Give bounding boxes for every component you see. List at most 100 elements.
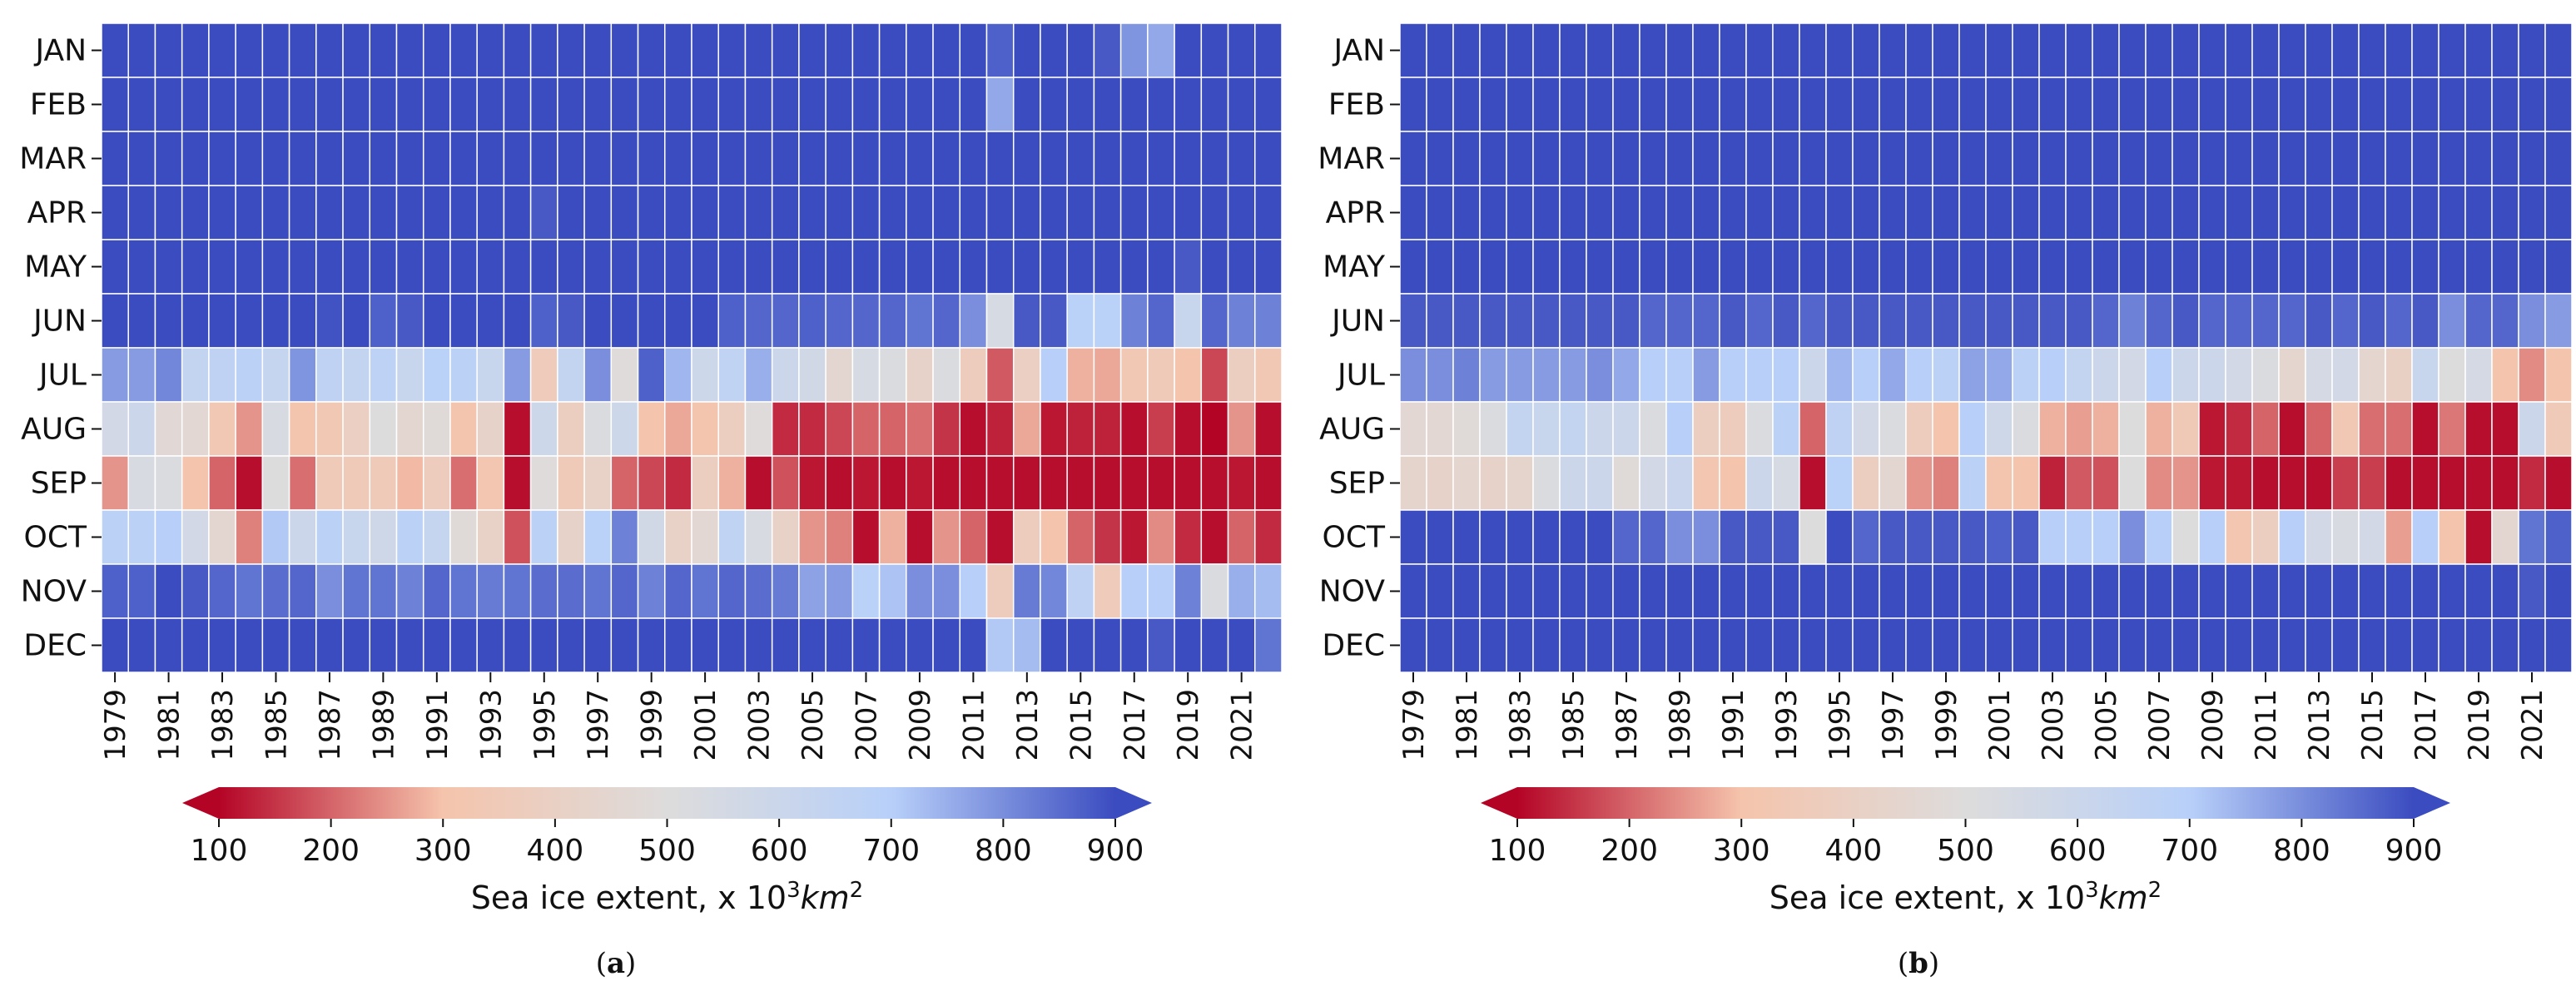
heatmap-cell: [2278, 239, 2306, 295]
heatmap-cell: [959, 509, 988, 565]
heatmap-cell: [2331, 185, 2360, 240]
heatmap-cell: [1227, 401, 1256, 457]
heatmap-cell: [395, 293, 424, 349]
heatmap-cell: [1905, 77, 1933, 132]
heatmap-cell: [1452, 293, 1481, 349]
heatmap-cell: [1532, 347, 1561, 403]
heatmap-cell: [1506, 185, 1534, 240]
heatmap-cell: [154, 185, 183, 240]
year-tick-label: 1991: [1717, 689, 1750, 761]
heatmap-cell: [1852, 239, 1880, 295]
heatmap-cell: [878, 185, 907, 240]
heatmap-cell: [1772, 22, 1800, 78]
heatmap-cell: [476, 401, 505, 457]
heatmap-cell: [1612, 563, 1640, 619]
heatmap-cell: [315, 239, 344, 295]
heatmap-cell: [2278, 131, 2306, 186]
year-tick-label: 2003: [743, 689, 777, 761]
heatmap-cell: [932, 77, 961, 132]
heatmap-cell: [2544, 617, 2573, 673]
heatmap-cell: [395, 509, 424, 565]
heatmap-cell: [476, 347, 505, 403]
heatmap-cell: [825, 347, 854, 403]
heatmap-cell: [154, 455, 183, 511]
year-tick-label: 1999: [1930, 689, 1963, 761]
heatmap-cell: [2038, 22, 2067, 78]
heatmap-cell: [2171, 347, 2200, 403]
heatmap-cell: [261, 77, 290, 132]
heatmap-cell: [664, 563, 692, 619]
heatmap-cell: [2305, 401, 2333, 457]
heatmap-cell: [798, 455, 826, 511]
heatmap-cell: [717, 509, 747, 565]
heatmap-cell: [503, 293, 532, 349]
heatmap-cell: [2278, 455, 2306, 511]
heatmap-cell: [529, 401, 558, 457]
heatmap-cell: [1452, 131, 1481, 186]
heatmap-cell: [369, 455, 398, 511]
heatmap-cell: [2145, 131, 2173, 186]
heatmap-cell: [1639, 347, 1667, 403]
colorbar-title-sup: 3: [2085, 878, 2099, 903]
heatmap-cell: [2518, 617, 2546, 673]
heatmap-cell: [1452, 347, 1481, 403]
heatmap-cell: [1799, 401, 1827, 457]
heatmap-cell: [771, 293, 800, 349]
heatmap-cell: [2385, 347, 2413, 403]
heatmap-cell: [1174, 509, 1203, 565]
heatmap-cell: [959, 347, 988, 403]
heatmap-cell: [798, 131, 826, 186]
heatmap-cell: [1227, 22, 1256, 78]
heatmap-cell: [583, 455, 613, 511]
heatmap-cell: [449, 131, 478, 186]
heatmap-cell: [2171, 77, 2200, 132]
heatmap-cell: [2464, 22, 2493, 78]
heatmap-cell: [422, 455, 451, 511]
heatmap-cell: [503, 77, 532, 132]
heatmap-cell: [315, 293, 344, 349]
heatmap-cell: [342, 509, 371, 565]
heatmap-cell: [2251, 77, 2280, 132]
heatmap-cell: [1985, 509, 2013, 565]
heatmap-cell: [1745, 77, 1774, 132]
heatmap-cell: [744, 509, 773, 565]
heatmap-cell: [288, 347, 317, 403]
heatmap-cell: [1479, 347, 1507, 403]
heatmap-cell: [1174, 347, 1203, 403]
heatmap-cell: [717, 22, 747, 78]
heatmap-cell: [851, 347, 881, 403]
heatmap-cell: [2198, 617, 2226, 673]
heatmap-cell: [2251, 185, 2280, 240]
heatmap-cell: [1506, 617, 1534, 673]
heatmap-cell: [878, 617, 907, 673]
heatmap-cell: [878, 77, 907, 132]
heatmap-cell: [1174, 455, 1203, 511]
heatmap-cell: [2038, 239, 2067, 295]
heatmap-cell: [1093, 131, 1122, 186]
heatmap-cell: [342, 563, 371, 619]
heatmap-cell: [2305, 22, 2333, 78]
heatmap-cell: [2012, 77, 2040, 132]
heatmap-cell: [2464, 347, 2493, 403]
heatmap-cell: [1825, 563, 1854, 619]
heatmap-cell: [2251, 239, 2280, 295]
heatmap-cell: [2385, 185, 2413, 240]
heatmap-cell: [1559, 563, 1587, 619]
heatmap-cell: [1905, 617, 1933, 673]
heatmap-cell: [2305, 563, 2333, 619]
heatmap-cell: [1586, 131, 1614, 186]
heatmap-cell: [1479, 239, 1507, 295]
heatmap-cell: [1665, 77, 1694, 132]
heatmap-cell: [932, 22, 961, 78]
heatmap-cell: [2358, 22, 2386, 78]
heatmap-cell: [1227, 185, 1256, 240]
heatmap-cell: [1852, 347, 1880, 403]
heatmap-cell: [2411, 509, 2440, 565]
heatmap-cell: [2438, 185, 2466, 240]
month-label: NOV: [21, 575, 87, 609]
heatmap-cell: [1719, 239, 1747, 295]
heatmap-cell: [1879, 22, 1907, 78]
heatmap-cell: [1825, 293, 1854, 349]
heatmap-cell: [422, 509, 451, 565]
heatmap-cell: [2491, 131, 2519, 186]
